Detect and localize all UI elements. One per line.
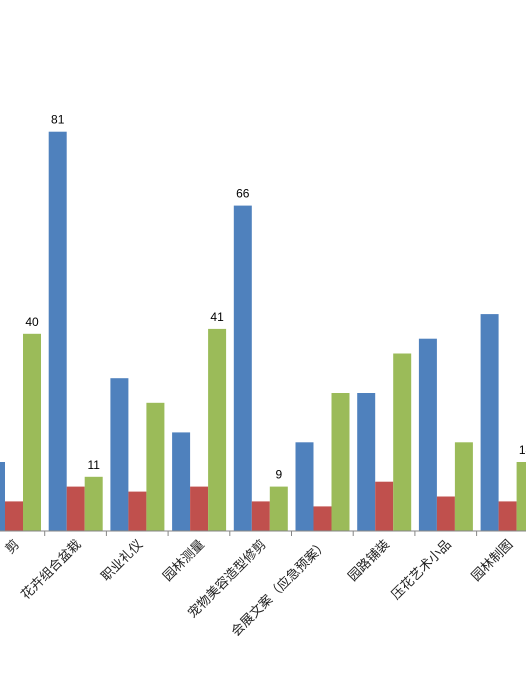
- bar-s1-0: [5, 501, 23, 531]
- data-label: 40: [25, 315, 39, 329]
- x-tick-label: 园路铺装: [345, 537, 393, 585]
- bar-s1-5: [313, 506, 332, 531]
- bar-s1-3: [190, 486, 209, 531]
- bar-s0-8: [480, 314, 499, 531]
- bar-s2-2: [146, 402, 165, 531]
- x-tick-label: 园林测量: [160, 537, 207, 584]
- bar-s2-8: [516, 462, 526, 531]
- x-tick-label: 剪: [2, 537, 23, 558]
- x-tick-label: 园林制图: [469, 537, 516, 584]
- bar-s1-8: [498, 501, 517, 531]
- x-tick-label: 职业礼仪: [98, 537, 146, 585]
- x-tick-label: 压花艺术小品: [388, 537, 454, 603]
- data-label: 14: [519, 443, 526, 457]
- bar-s0-4: [233, 205, 252, 531]
- bar-s0-1: [48, 131, 67, 531]
- bar-s0-3: [172, 432, 191, 531]
- bar-s0-6: [357, 393, 376, 531]
- bar-s2-4: [269, 486, 288, 531]
- x-tick-label: 花卉组合盆栽: [18, 537, 84, 603]
- data-label: 81: [51, 113, 65, 127]
- bar-s1-6: [375, 481, 394, 531]
- bar-s0-2: [110, 378, 129, 531]
- bar-s1-4: [251, 501, 270, 531]
- bar-s2-3: [208, 328, 227, 531]
- bar-s2-5: [331, 393, 350, 531]
- bar-s1-2: [128, 491, 147, 531]
- bar-s2-0: [23, 333, 41, 531]
- bar-s2-1: [84, 476, 103, 531]
- bar-s1-7: [436, 496, 455, 531]
- data-label: 9: [275, 468, 282, 482]
- bar-s1-1: [66, 486, 85, 531]
- bar-s0-7: [418, 338, 437, 531]
- bar-s2-7: [454, 442, 473, 531]
- data-label: 41: [210, 310, 224, 324]
- bar-s0-5: [295, 442, 314, 531]
- data-label: 66: [236, 187, 250, 201]
- bar-s0-0: [0, 462, 5, 531]
- data-label: 11: [87, 458, 100, 472]
- bar-s2-6: [393, 353, 412, 531]
